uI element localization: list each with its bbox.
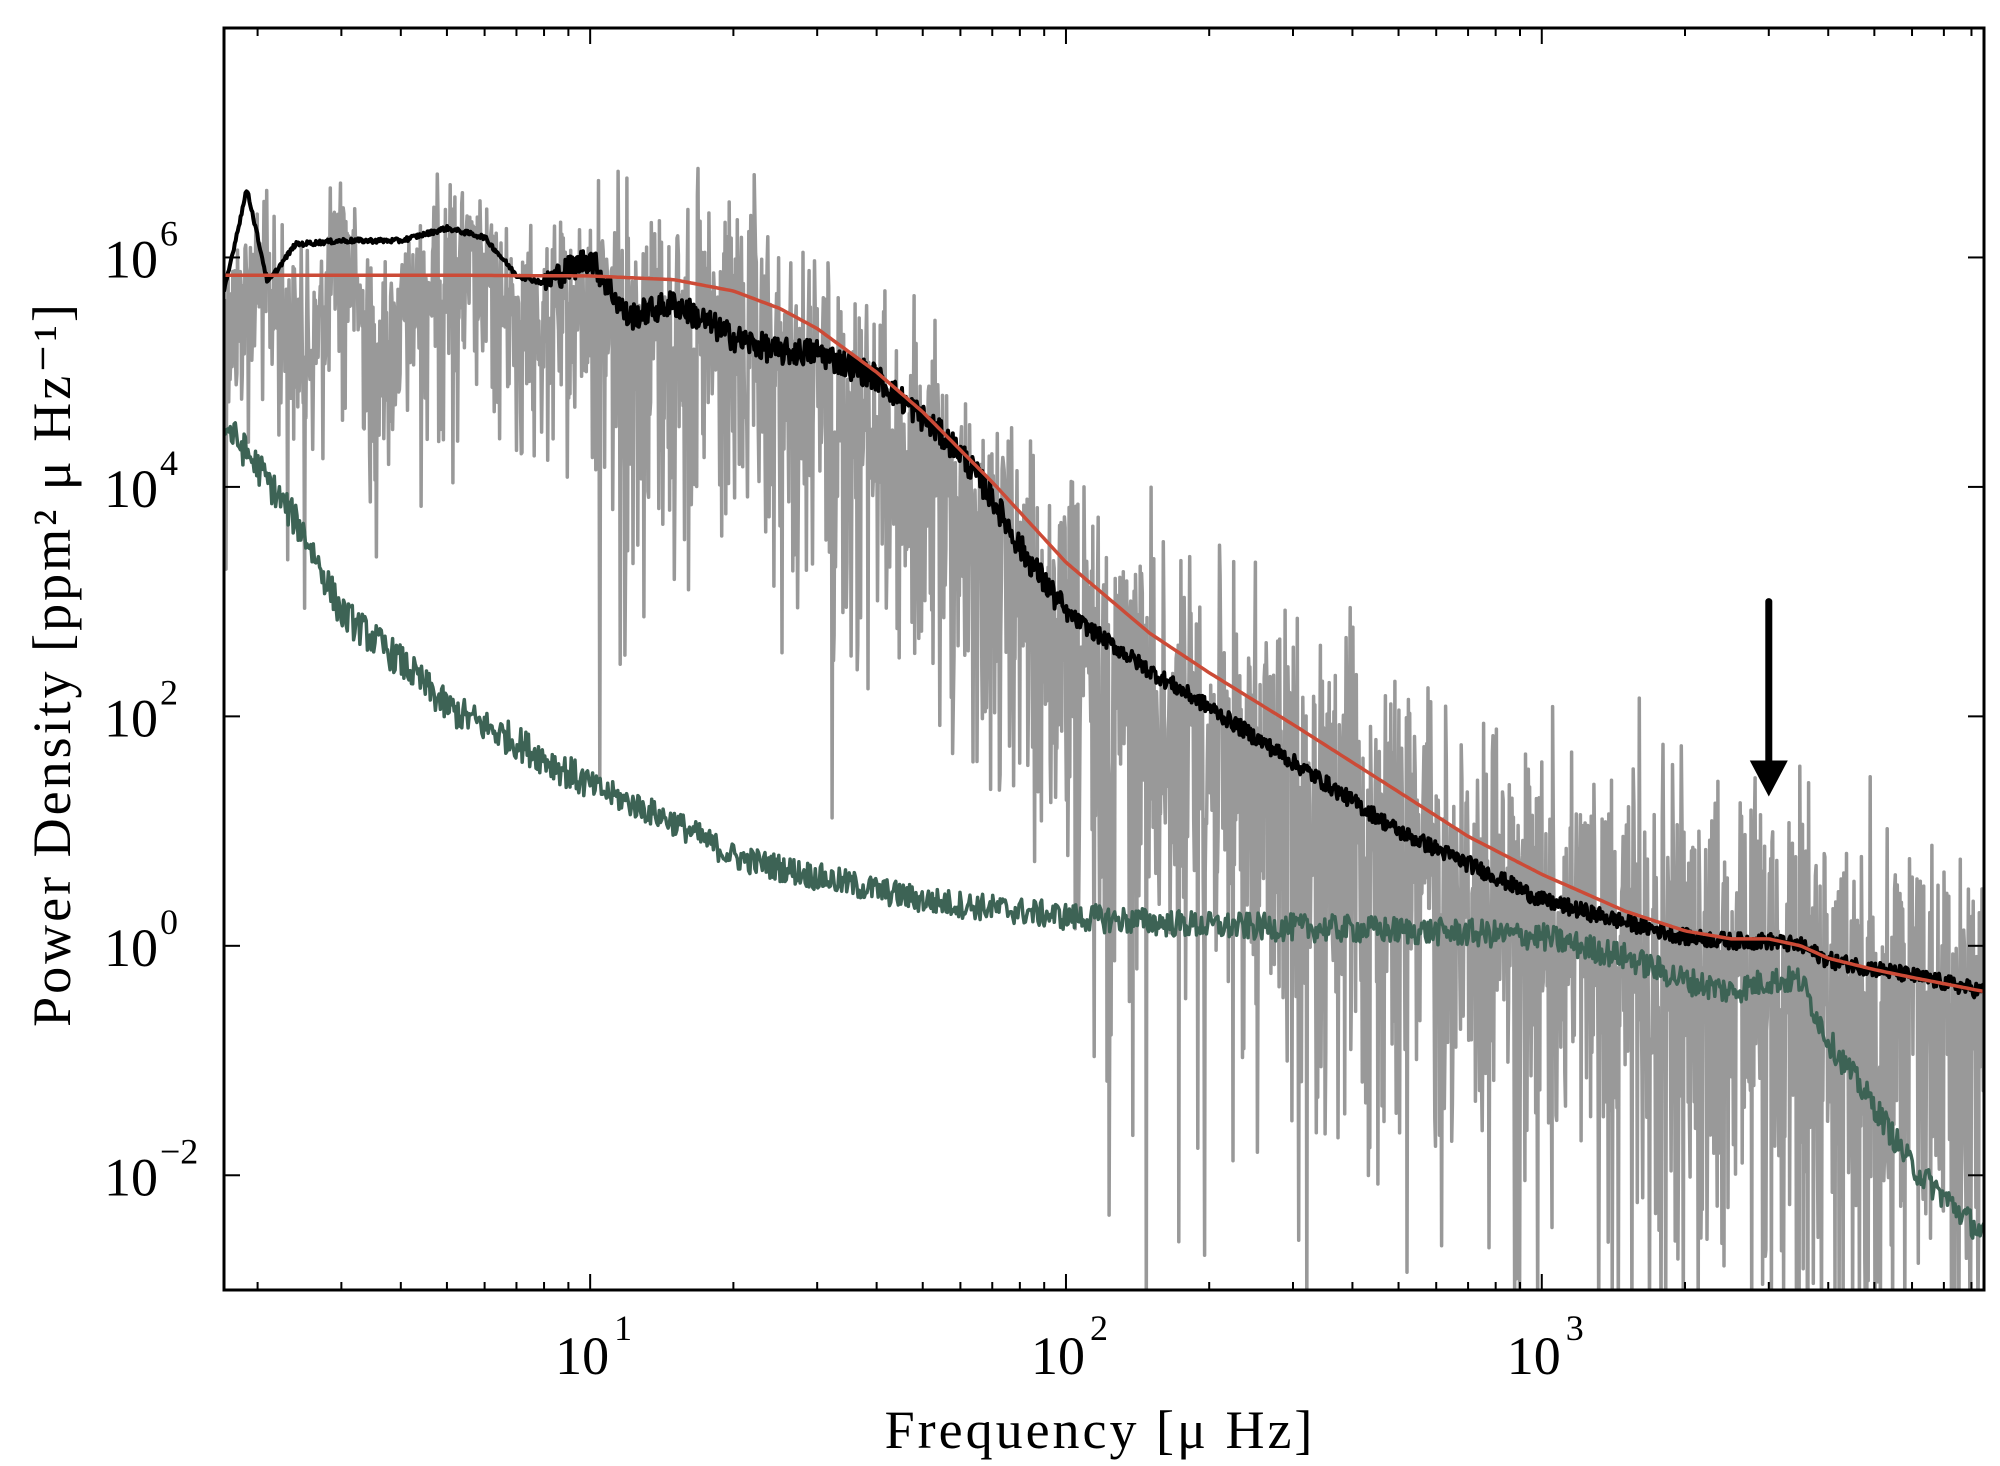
- series-background-fit: [224, 273, 1984, 994]
- y-tick-label: 10: [104, 1147, 158, 1207]
- arrow-annotation-head: [1749, 760, 1788, 797]
- series-layer: [224, 166, 1984, 1290]
- y-tick-label: 10: [104, 459, 158, 519]
- series-noise-spectrum: [224, 421, 1984, 1240]
- plot-frame: [222, 26, 1986, 1292]
- tick-labels: 10 1 10 2 10 310 −210 010 210 410 6: [104, 213, 1584, 1386]
- axes-frame: [222, 26, 1986, 1292]
- y-tick-label: 10: [104, 918, 158, 978]
- y-tick-exponent: 6: [160, 213, 178, 253]
- y-axis-title: Power Density [ppm² μ Hz⁻¹]: [22, 301, 82, 1027]
- y-tick-exponent: 2: [160, 672, 178, 712]
- y-tick-exponent: −2: [160, 1131, 198, 1171]
- y-tick-exponent: 4: [160, 443, 178, 483]
- series-raw-power-spectrum: [224, 166, 1984, 1290]
- x-tick-label: 10: [555, 1326, 609, 1386]
- x-tick-exponent: 3: [1566, 1308, 1584, 1348]
- x-axis-title: Frequency [μ Hz]: [885, 1400, 1316, 1460]
- x-tick-label: 10: [1031, 1326, 1085, 1386]
- y-tick-label: 10: [104, 229, 158, 289]
- annotations: [1749, 598, 1788, 797]
- y-tick-exponent: 0: [160, 902, 178, 942]
- x-tick-exponent: 2: [1090, 1308, 1108, 1348]
- axis-ticks: [224, 28, 1984, 1290]
- x-tick-label: 10: [1507, 1326, 1561, 1386]
- x-tick-exponent: 1: [614, 1308, 632, 1348]
- y-tick-label: 10: [104, 688, 158, 748]
